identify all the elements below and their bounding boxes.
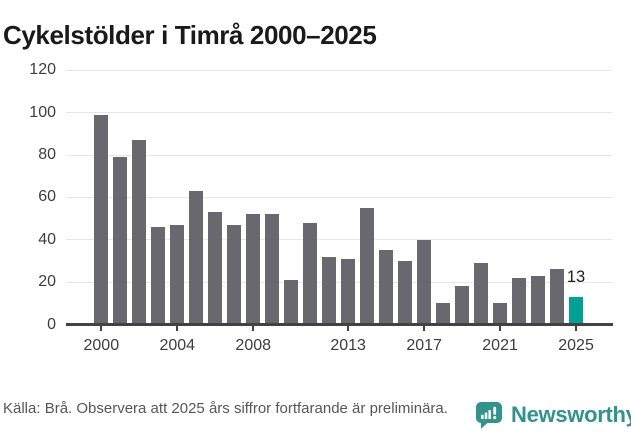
bar-2009 <box>265 214 280 324</box>
x-tick-mark-2025 <box>575 325 578 331</box>
bar-2011 <box>303 222 318 324</box>
gridline-80 <box>66 154 612 156</box>
newsworthy-logo-text: Newsworthy <box>511 402 631 427</box>
x-tick-mark-2017 <box>423 325 426 331</box>
bar-2004 <box>170 225 185 324</box>
x-tick-label-2008: 2008 <box>235 337 272 354</box>
x-tick-label-2013: 2013 <box>330 337 366 354</box>
bar-2023 <box>531 275 546 324</box>
x-tick-label-2021: 2021 <box>482 337 518 354</box>
x-tick-mark-2004 <box>176 325 179 331</box>
bar-2006 <box>208 212 223 324</box>
x-tick-mark-2013 <box>347 325 350 331</box>
bar-2012 <box>322 256 337 324</box>
x-tick-label-2017: 2017 <box>406 337 442 354</box>
x-tick-mark-2000 <box>100 325 103 331</box>
x-axis-line <box>66 323 613 326</box>
bar-2008 <box>246 214 261 324</box>
y-tick-label-80: 80 <box>38 146 56 164</box>
y-tick-label-100: 100 <box>29 103 56 121</box>
bar-2010 <box>284 280 299 324</box>
x-tick-label-2004: 2004 <box>159 337 196 354</box>
bar-2018 <box>436 303 451 324</box>
bar-2025 <box>569 296 584 324</box>
y-tick-label-40: 40 <box>38 230 56 248</box>
bar-2001 <box>113 157 128 324</box>
value-label-2025: 13 <box>566 267 586 286</box>
gridline-20 <box>66 281 612 283</box>
bar-2017 <box>417 239 432 324</box>
gridline-120 <box>66 69 612 71</box>
bar-2021 <box>493 303 508 324</box>
x-tick-mark-2008 <box>252 325 255 331</box>
y-tick-label-0: 0 <box>47 315 56 333</box>
bar-2020 <box>474 263 489 324</box>
gridline-60 <box>66 196 612 198</box>
x-tick-label-2000: 2000 <box>83 337 120 354</box>
bar-2022 <box>512 277 527 324</box>
bar-2016 <box>398 260 413 324</box>
newsworthy-icon <box>474 400 504 431</box>
bar-2013 <box>341 258 356 324</box>
bar-2007 <box>227 225 242 324</box>
bar-2019 <box>455 286 470 324</box>
y-tick-label-20: 20 <box>38 273 56 291</box>
y-tick-label-60: 60 <box>38 188 56 206</box>
chart-title: Cykelstölder i Timrå 2000–2025 <box>3 20 377 51</box>
bar-2000 <box>94 114 109 324</box>
source-note: Källa: Brå. Observera att 2025 års siffr… <box>3 400 448 417</box>
y-tick-label-120: 120 <box>29 61 56 79</box>
bar-2024 <box>550 269 565 324</box>
gridline-40 <box>66 239 612 241</box>
x-tick-label-2025: 2025 <box>558 337 594 354</box>
newsworthy-logo: Newsworthy <box>474 398 631 432</box>
bar-2005 <box>189 191 204 324</box>
bar-2002 <box>132 140 147 324</box>
bar-2003 <box>151 227 166 324</box>
bar-2014 <box>360 208 375 324</box>
bar-2015 <box>379 250 394 324</box>
gridline-100 <box>66 112 612 114</box>
x-tick-mark-2021 <box>499 325 502 331</box>
